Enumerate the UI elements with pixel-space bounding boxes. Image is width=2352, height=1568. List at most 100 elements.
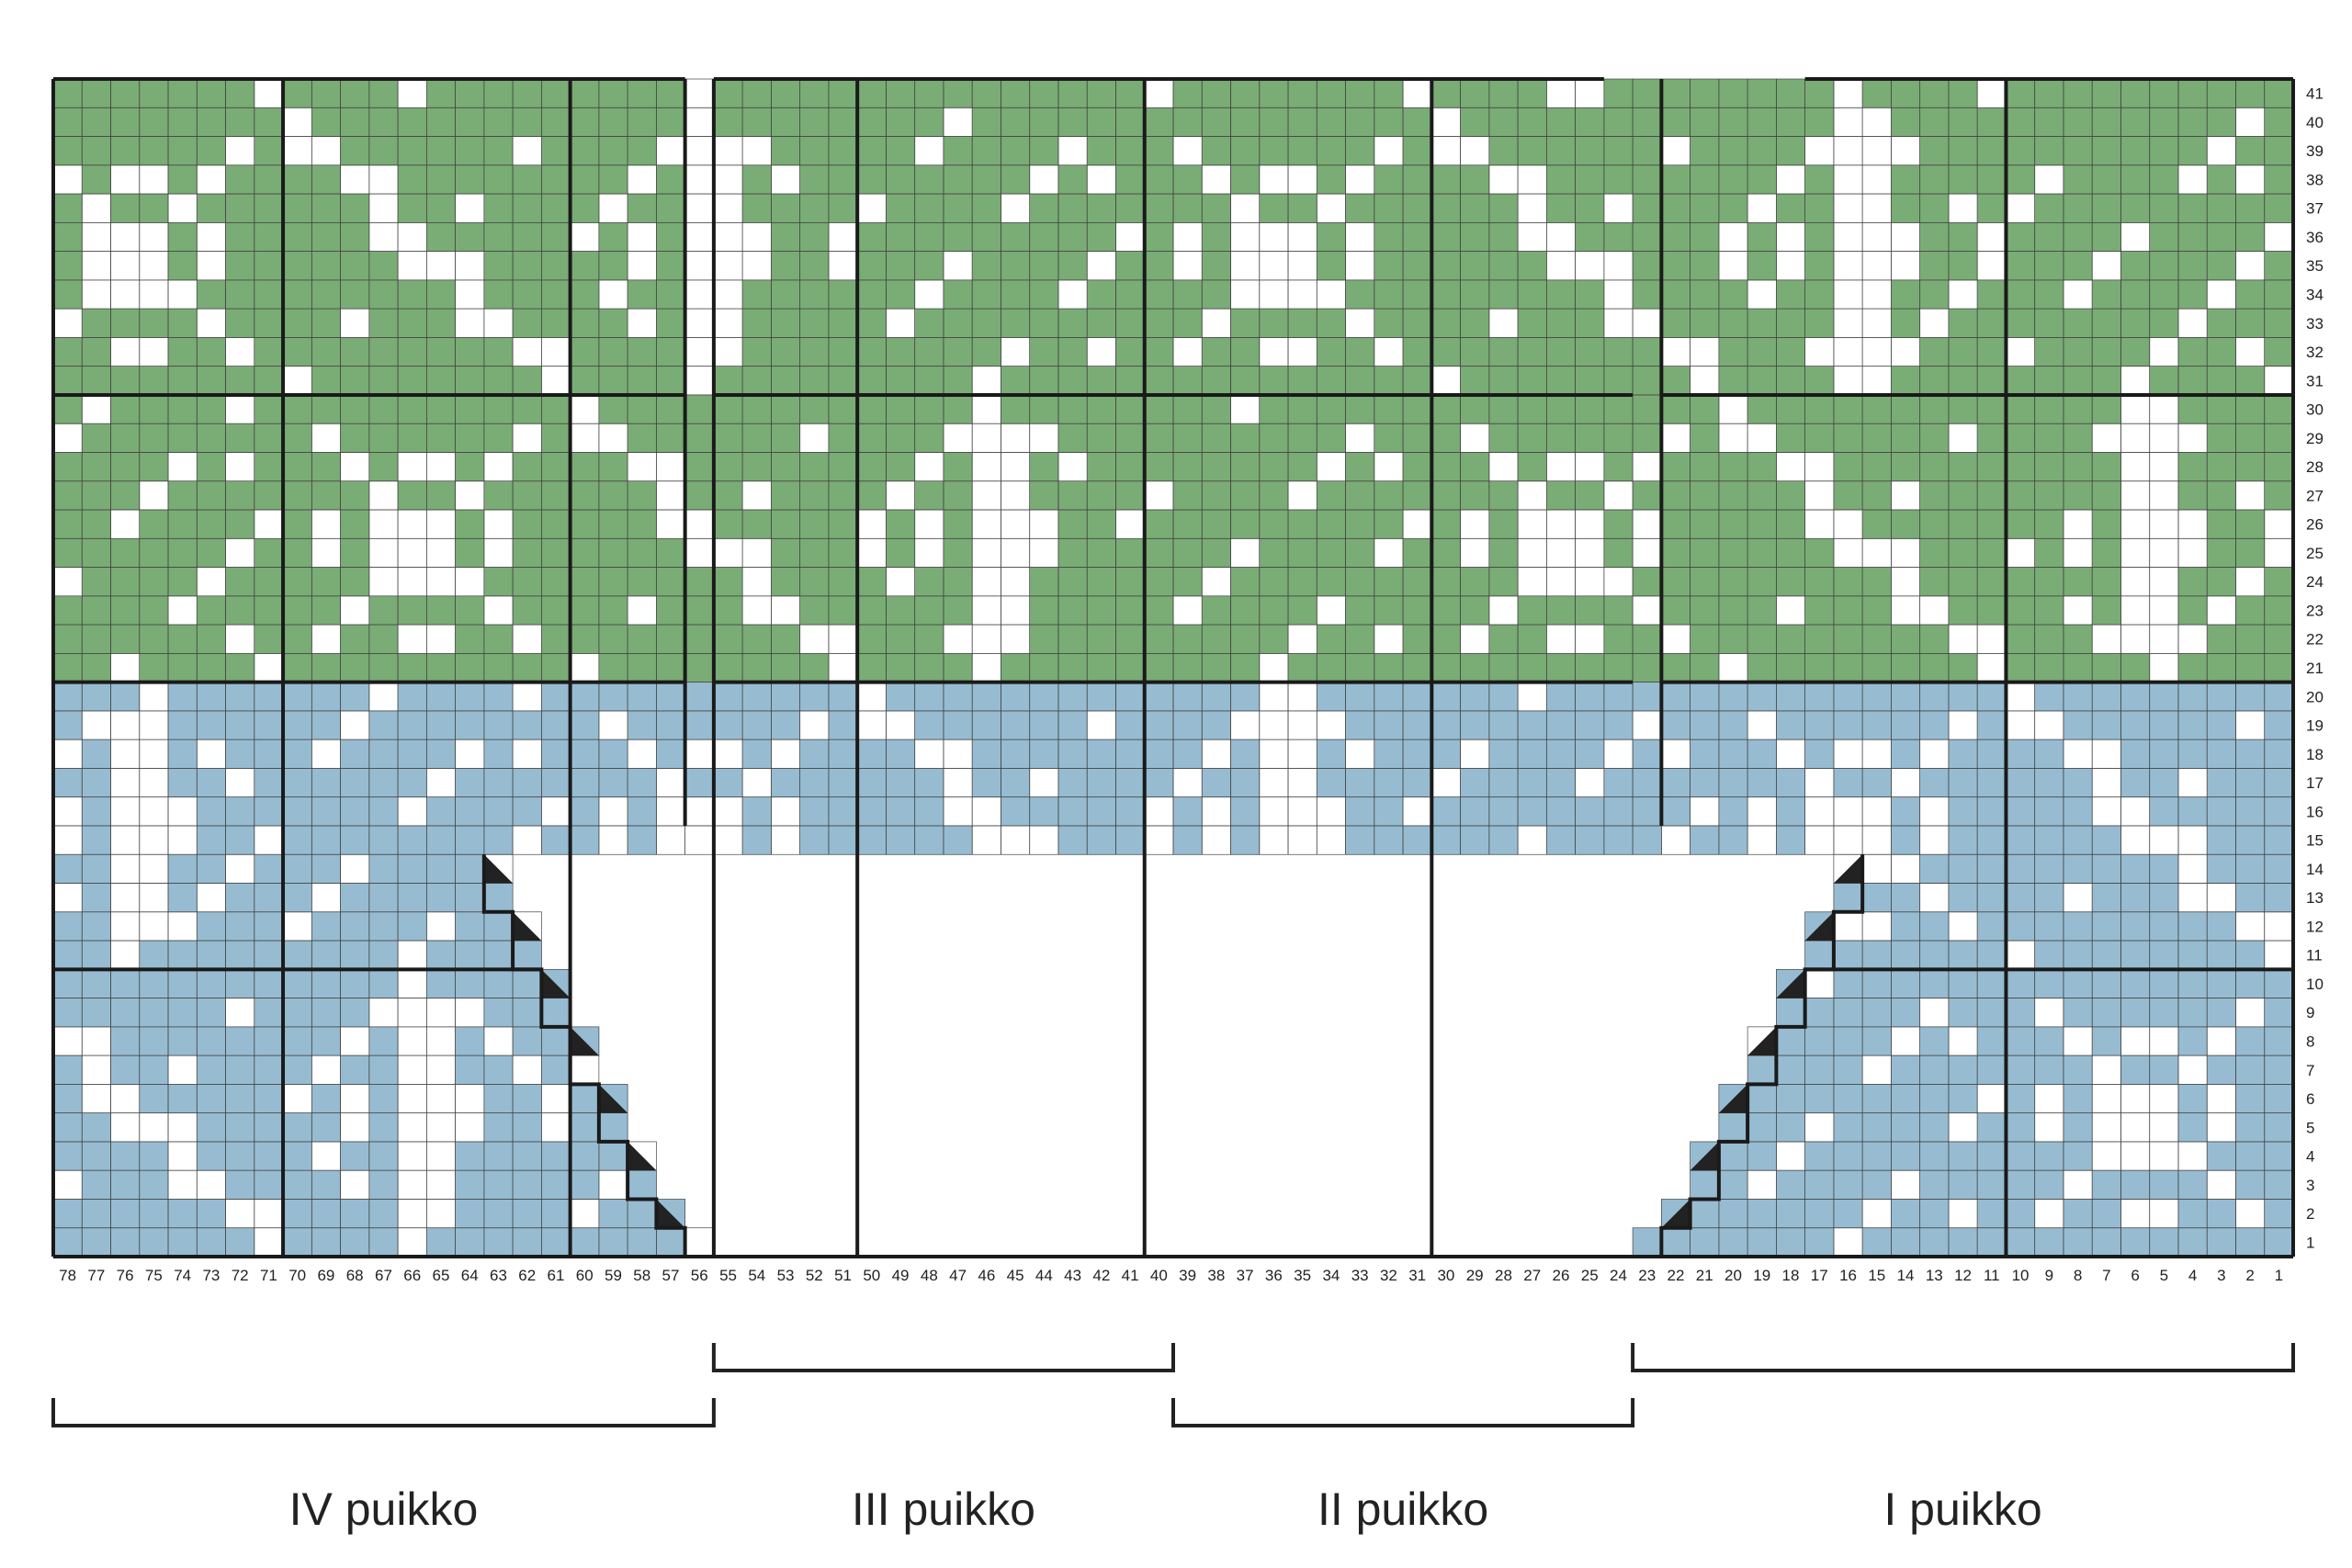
stitch-cell [1747,423,1777,453]
stitch-cell [455,825,485,855]
stitch-cell [799,567,830,597]
stitch-cell [82,682,111,712]
stitch-cell [1747,653,1777,683]
stitch-cell [368,595,399,626]
stitch-cell [1633,538,1662,568]
stitch-cell [2177,423,2208,453]
stitch-cell [1173,510,1203,539]
stitch-cell [53,1170,83,1200]
stitch-cell [2264,567,2294,597]
stitch-cell [628,222,657,253]
stitch-cell [742,79,772,108]
stitch-cell [1776,595,1806,626]
stitch-cell [1202,452,1231,482]
stitch-cell [2006,423,2036,453]
stitch-cell [628,510,657,539]
stitch-cell [857,394,887,424]
stitch-cell [368,538,399,568]
stitch-cell [2120,1055,2151,1085]
stitch-cell [225,452,255,482]
stitch-cell [541,366,571,396]
stitch-cell [110,510,141,539]
stitch-cell [1518,452,1547,482]
stitch-cell [684,251,715,281]
stitch-cell [1804,739,1835,769]
stitch-cell [541,739,571,769]
stitch-cell [1948,1170,1978,1200]
stitch-cell [2207,194,2236,223]
stitch-cell [1661,79,1691,108]
stitch-cell [311,423,341,453]
stitch-cell [1948,1199,1978,1229]
stitch-cell [1431,796,1461,827]
stitch-cell [2207,941,2236,970]
stitch-cell [1115,136,1146,166]
chart-grid [52,78,2294,1258]
stitch-cell [1431,538,1461,568]
stitch-cell [541,309,571,338]
stitch-cell [110,423,141,453]
stitch-cell [1833,423,1863,453]
stitch-cell [742,653,772,683]
stitch-cell [368,1170,399,1200]
stitch-cell [2092,394,2121,424]
stitch-cell [483,1227,514,1258]
stitch-cell [398,854,427,884]
stitch-cell [1431,682,1461,712]
stitch-cell [1087,538,1116,568]
stitch-cell [886,366,916,396]
stitch-cell [2177,538,2208,568]
stitch-cell [914,710,944,740]
stitch-cell [1259,222,1289,253]
stitch-cell [1460,710,1490,740]
stitch-cell [1833,682,1863,712]
stitch-cell [455,567,485,597]
stitch-cell [254,682,284,712]
stitch-cell [1776,653,1806,683]
stitch-cell [53,625,83,654]
stitch-cell [828,510,858,539]
stitch-cell [110,653,141,683]
stitch-cell [1919,710,1950,740]
stitch-cell [1202,682,1231,712]
stitch-cell [1403,825,1432,855]
stitch-cell [771,194,801,223]
stitch-cell [1230,825,1261,855]
stitch-cell [1001,251,1031,281]
stitch-cell [2207,480,2236,511]
stitch-cell [799,394,830,424]
stitch-cell [628,768,657,798]
stitch-cell [1431,595,1461,626]
stitch-cell [513,1084,542,1114]
stitch-cell [1460,309,1490,338]
stitch-cell [368,279,399,310]
stitch-cell [1977,653,2007,683]
stitch-cell [197,941,226,970]
stitch-cell [1633,309,1662,338]
stitch-cell [1345,337,1375,367]
stitch-cell [197,136,226,166]
stitch-cell [1518,337,1547,367]
stitch-cell [2092,739,2121,769]
stitch-cell [857,567,887,597]
stitch-cell [455,1055,485,1085]
stitch-cell [2149,107,2179,137]
stitch-cell [1546,251,1576,281]
stitch-cell [713,222,743,253]
stitch-cell [1747,279,1777,310]
stitch-cell [656,1227,686,1258]
stitch-cell [110,1112,141,1143]
stitch-cell [2006,394,2036,424]
stitch-cell [225,337,255,367]
stitch-cell [684,394,715,424]
stitch-cell [1546,480,1576,511]
stitch-cell [1259,796,1289,827]
stitch-cell [541,998,571,1028]
stitch-cell [398,998,427,1028]
stitch-cell [1518,222,1547,253]
stitch-cell [1603,510,1634,539]
stitch-cell [283,1112,312,1143]
stitch-cell [53,107,83,137]
stitch-cell [398,222,427,253]
stitch-cell [1776,394,1806,424]
